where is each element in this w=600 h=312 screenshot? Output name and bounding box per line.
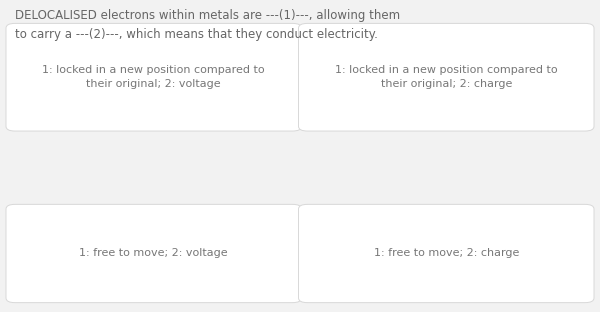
FancyBboxPatch shape <box>6 23 301 131</box>
FancyBboxPatch shape <box>298 204 594 303</box>
Text: DELOCALISED electrons within metals are ---(1)---, allowing them
to carry a ---(: DELOCALISED electrons within metals are … <box>15 9 400 41</box>
FancyBboxPatch shape <box>6 204 301 303</box>
Text: 1: free to move; 2: charge: 1: free to move; 2: charge <box>374 248 519 259</box>
Text: 1: free to move; 2: voltage: 1: free to move; 2: voltage <box>79 248 228 259</box>
Text: 1: locked in a new position compared to
their original; 2: voltage: 1: locked in a new position compared to … <box>43 65 265 89</box>
Text: 1: locked in a new position compared to
their original; 2: charge: 1: locked in a new position compared to … <box>335 65 557 89</box>
FancyBboxPatch shape <box>298 23 594 131</box>
